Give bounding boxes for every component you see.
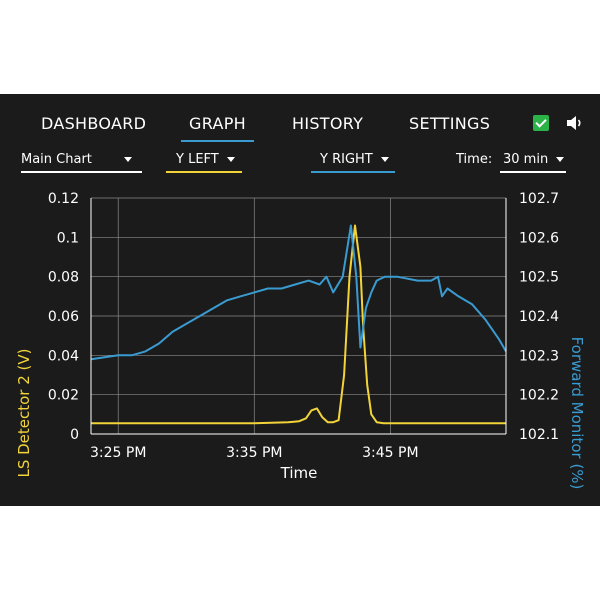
- chart-select-dropdown[interactable]: Main Chart: [21, 152, 133, 170]
- y-right-dropdown[interactable]: Y RIGHT: [320, 152, 389, 170]
- speaker-icon[interactable]: [566, 115, 584, 131]
- y-left-label: Y LEFT: [176, 152, 219, 167]
- y-right-tick-label: 102.6: [519, 230, 559, 246]
- device-screen: DASHBOARD GRAPH HISTORY SETTINGS Main Ch…: [0, 94, 600, 506]
- y-left-tick-label: 0.04: [48, 348, 79, 364]
- y-left-tick-label: 0.08: [48, 270, 79, 286]
- y-right-label: Y RIGHT: [320, 152, 373, 167]
- series-layer: [90, 224, 507, 425]
- y-left-tick-label: 0.1: [57, 230, 79, 246]
- y-right-tick-label: 102.1: [519, 427, 559, 443]
- tab-graph[interactable]: GRAPH: [181, 114, 254, 142]
- y-right-tick-label: 102.2: [519, 388, 559, 404]
- y-right-tick-label: 102.5: [519, 270, 559, 286]
- y-left-axis-title: LS Detector 2 (V): [15, 348, 33, 477]
- y-left-tick-label: 0: [70, 427, 79, 443]
- graph-chart[interactable]: 0 102.1 0.02 102.2 0.04 102.3 0.06 102.4 0.08 102…: [0, 188, 600, 506]
- series-line-ls-detector: [91, 224, 506, 425]
- y-right-tick-label: 102.7: [519, 191, 559, 207]
- chart-select-label: Main Chart: [21, 152, 92, 167]
- y-right-underline: [311, 171, 395, 173]
- tab-history[interactable]: HISTORY: [292, 114, 364, 133]
- x-tick-label: 3:25 PM: [90, 445, 146, 461]
- time-range-dropdown[interactable]: 30 min: [503, 152, 565, 170]
- y-right-tick-label: 102.4: [519, 309, 559, 325]
- chevron-down-icon: [124, 157, 133, 162]
- chevron-down-icon: [226, 157, 235, 162]
- time-range-value: 30 min: [503, 152, 549, 167]
- chevron-down-icon: [380, 157, 389, 162]
- tab-dashboard[interactable]: DASHBOARD: [41, 114, 147, 133]
- chart-select-underline: [21, 171, 142, 173]
- y-right-axis-title: Forward Monitor (%): [568, 337, 586, 490]
- grid-lines: [91, 197, 506, 435]
- y-left-underline: [166, 171, 242, 173]
- checkbox-checked-icon[interactable]: [533, 115, 549, 131]
- x-tick-label: 3:45 PM: [362, 445, 418, 461]
- y-left-tick-label: 0.12: [48, 191, 79, 207]
- x-axis-title: Time: [280, 464, 318, 482]
- time-label: Time:: [456, 152, 493, 167]
- tab-settings[interactable]: SETTINGS: [409, 114, 491, 133]
- y-left-tick-label: 0.02: [48, 388, 79, 404]
- x-tick-label: 3:35 PM: [226, 445, 282, 461]
- y-right-tick-label: 102.3: [519, 348, 559, 364]
- time-range-underline: [500, 171, 566, 173]
- chevron-down-icon: [556, 157, 565, 162]
- y-left-tick-label: 0.06: [48, 309, 79, 325]
- axis-layer: 0 102.1 0.02 102.2 0.04 102.3 0.06 102.4 0.08 102…: [48, 191, 559, 461]
- series-line-forward-monitor: [90, 224, 507, 361]
- y-left-dropdown[interactable]: Y LEFT: [176, 152, 235, 170]
